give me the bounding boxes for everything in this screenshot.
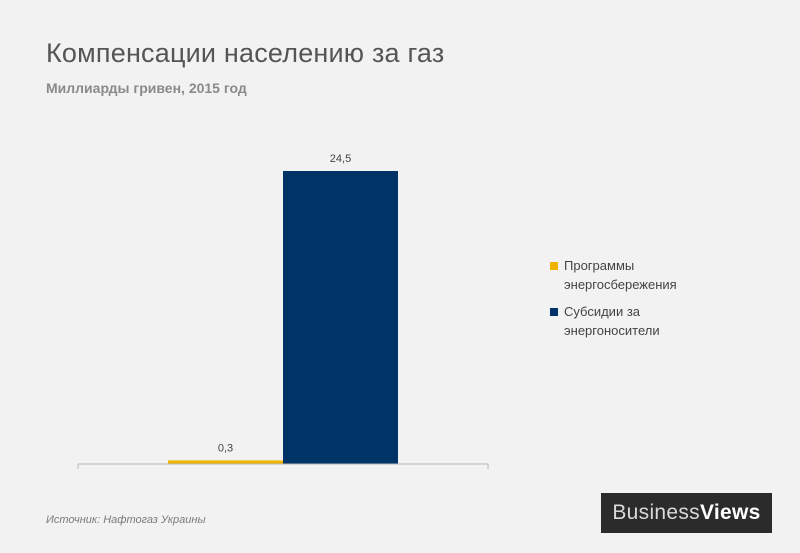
bar-0 xyxy=(168,460,283,464)
logo-text-views: Views xyxy=(699,501,761,524)
legend-label: Субсидии за энергоносители xyxy=(564,304,660,338)
legend-item-energy-saving: Программы энергосбережения xyxy=(550,256,730,294)
data-label-0: 0,3 xyxy=(218,442,233,454)
bar-1 xyxy=(283,171,398,464)
logo-text-business: Business xyxy=(612,501,700,524)
legend-swatch-subsidies xyxy=(550,308,558,316)
legend: Программы энергосбережения Субсидии за э… xyxy=(550,256,730,348)
chart-subtitle: Миллиарды гривен, 2015 год xyxy=(46,80,247,96)
chart-title: Компенсации населению за газ xyxy=(46,38,445,68)
data-label-1: 24,5 xyxy=(330,153,351,165)
businessviews-logo: Business Views xyxy=(601,493,772,533)
legend-swatch-energy-saving xyxy=(550,262,558,270)
legend-label: Программы энергосбережения xyxy=(564,258,677,292)
legend-item-subsidies: Субсидии за энергоносители xyxy=(550,302,730,340)
source-note: Источник: Нафтогаз Украины xyxy=(46,514,206,526)
